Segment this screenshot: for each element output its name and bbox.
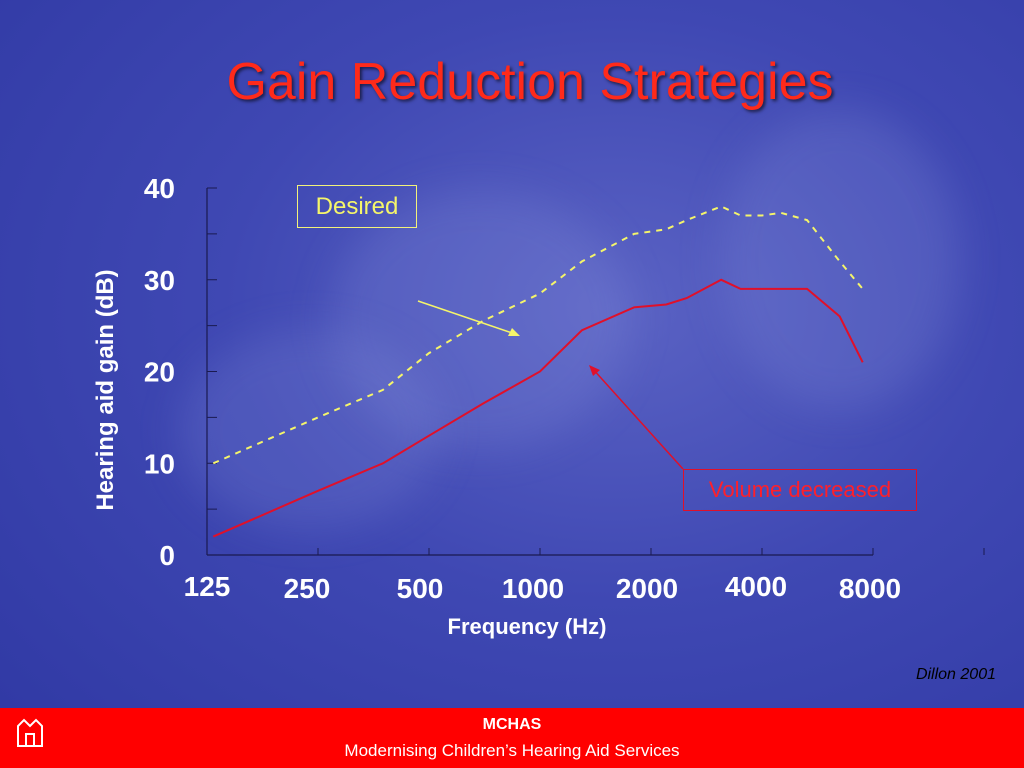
volume-decreased-annotation: Volume decreased [683,469,917,511]
slide-title: Gain Reduction Strategies [226,53,834,111]
x-axis-label: Frequency (Hz) [448,614,607,639]
chart-labels: 0 10 20 30 40 125 250 500 1000 2000 4000 8000 Freque… [92,173,901,639]
chart-series [212,205,864,538]
x-tick-label: 250 [284,573,331,604]
volume-arrow [591,367,684,470]
x-tick-label: 1000 [502,573,564,604]
x-tick-label: 4000 [725,571,787,602]
y-tick-label: 20 [144,357,175,388]
annotation-arrows [417,300,684,470]
footer-title: MCHAS [482,716,542,733]
x-tick-label: 125 [184,571,231,602]
desired-arrowhead [508,328,520,336]
desired-arrow [417,300,519,336]
y-tick-label: 30 [144,265,175,296]
y-tick-label: 40 [144,173,175,204]
desired-series-line [212,205,864,465]
volume-arrowhead [589,365,600,376]
footer-subtitle: Modernising Children’s Hearing Aid Servi… [344,741,680,760]
y-axis-label: Hearing aid gain (dB) [92,269,119,510]
x-tick-label: 500 [397,573,444,604]
y-tick-label: 0 [159,540,175,571]
source-credit: Dillon 2001 [915,666,996,683]
y-tick-label: 10 [144,448,175,479]
university-logo-icon [17,718,43,747]
volume-decreased-series-line [212,278,864,538]
desired-annotation: Desired [297,185,417,228]
x-tick-label: 8000 [839,573,901,604]
x-tick-label: 2000 [616,573,678,604]
footer-bar: MCHAS Modernising Children’s Hearing Aid… [0,708,1024,768]
chart-axes [206,187,985,556]
